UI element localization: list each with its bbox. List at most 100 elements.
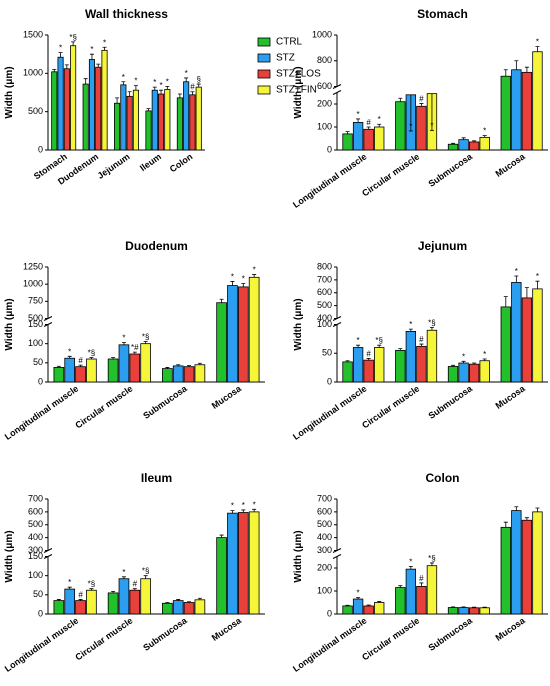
error-bar xyxy=(121,342,126,345)
significance-mark: * xyxy=(357,336,360,345)
significance-mark: * xyxy=(409,557,412,566)
significance-mark: * xyxy=(536,38,539,47)
significance-mark: * xyxy=(253,500,256,509)
bar xyxy=(120,84,127,151)
error-bar xyxy=(252,274,257,278)
bar xyxy=(70,45,77,151)
bar xyxy=(114,102,121,151)
bar xyxy=(63,68,70,151)
bar xyxy=(447,366,459,383)
bar xyxy=(51,71,58,151)
error-bar xyxy=(111,357,116,359)
x-tick-label: Longitudinal muscle xyxy=(291,615,368,673)
significance-mark: * xyxy=(253,266,256,275)
y-tick-label: 100 xyxy=(28,570,43,580)
y-tick-label: 300 xyxy=(28,545,43,555)
y-axis-label: Width (μm) xyxy=(4,530,15,582)
x-tick-label: Circular muscle xyxy=(360,615,421,662)
y-tick-label: 100 xyxy=(317,319,332,329)
bar xyxy=(458,607,469,615)
significance-mark: # xyxy=(190,83,195,92)
x-tick-label: Circular muscle xyxy=(360,151,421,198)
bar xyxy=(82,83,89,151)
bar xyxy=(532,51,543,151)
error-bar xyxy=(461,606,466,608)
bar xyxy=(352,598,364,615)
bar xyxy=(532,511,543,615)
error-bar xyxy=(377,344,382,348)
x-tick-label: Mucosa xyxy=(210,615,244,643)
error-bar xyxy=(143,340,148,344)
error-bar xyxy=(524,517,529,521)
bar xyxy=(458,362,469,383)
bar xyxy=(53,600,65,615)
y-tick-label: 1250 xyxy=(23,261,43,271)
bar xyxy=(416,105,427,151)
error-bar xyxy=(132,588,137,591)
bar xyxy=(511,510,522,615)
significance-mark: # xyxy=(78,590,83,599)
significance-mark: *§ xyxy=(375,336,383,345)
error-bar xyxy=(482,606,487,608)
error-bar xyxy=(429,326,434,331)
bar xyxy=(162,602,173,615)
error-bar xyxy=(535,46,540,52)
y-tick-label: 100 xyxy=(317,585,332,595)
y-tick-label: 600 xyxy=(317,81,332,91)
bar xyxy=(426,329,438,383)
bar xyxy=(172,365,184,383)
y-tick-label: 700 xyxy=(317,493,332,503)
error-bar xyxy=(524,287,529,298)
bar xyxy=(107,358,119,383)
error-bar xyxy=(219,534,224,538)
significance-mark: * xyxy=(409,320,412,329)
significance-mark: * xyxy=(231,272,234,281)
chart-title: Stomach xyxy=(417,7,468,21)
bar xyxy=(342,361,353,383)
y-tick-label: 50 xyxy=(33,589,43,599)
error-bar xyxy=(398,348,403,351)
significance-mark: * xyxy=(462,352,465,361)
x-tick-label: Circular muscle xyxy=(73,383,134,430)
error-bar xyxy=(89,588,94,591)
error-bar xyxy=(398,585,403,588)
error-bar xyxy=(472,362,477,365)
error-bar xyxy=(366,604,371,606)
error-bar xyxy=(176,599,181,601)
error-bar xyxy=(89,357,94,359)
y-tick-label: 400 xyxy=(28,532,43,542)
significance-mark: * xyxy=(242,501,245,510)
significance-mark: * xyxy=(103,38,106,47)
bar xyxy=(216,537,227,615)
legend-swatch xyxy=(257,53,271,63)
bar xyxy=(521,71,533,151)
significance-mark: # xyxy=(366,349,371,358)
y-tick-label: 600 xyxy=(317,287,332,297)
bar xyxy=(363,128,374,151)
error-bar xyxy=(187,365,192,367)
y-tick-label: 1000 xyxy=(23,68,43,78)
bar xyxy=(101,49,108,151)
significance-mark: * xyxy=(153,78,156,87)
y-axis-label: Width (μm) xyxy=(4,66,15,118)
error-bar xyxy=(482,358,487,361)
error-bar xyxy=(503,521,508,528)
legend-swatch xyxy=(257,37,271,47)
error-bar xyxy=(127,91,132,97)
bar xyxy=(195,86,202,151)
significance-mark: * xyxy=(430,122,433,131)
y-tick-label: 0 xyxy=(327,144,332,154)
error-bar xyxy=(184,77,189,82)
bar xyxy=(405,568,417,615)
bar xyxy=(426,565,438,615)
significance-mark: * xyxy=(242,274,245,283)
bar xyxy=(500,306,511,383)
error-bar xyxy=(345,131,350,134)
error-bar xyxy=(197,597,202,600)
error-bar xyxy=(146,108,151,111)
significance-mark: * xyxy=(159,81,162,90)
panel: Colon Width (μm) 0 100 200 300 400 500 600 700 Lon… xyxy=(291,471,548,674)
legend-swatch xyxy=(257,69,271,79)
